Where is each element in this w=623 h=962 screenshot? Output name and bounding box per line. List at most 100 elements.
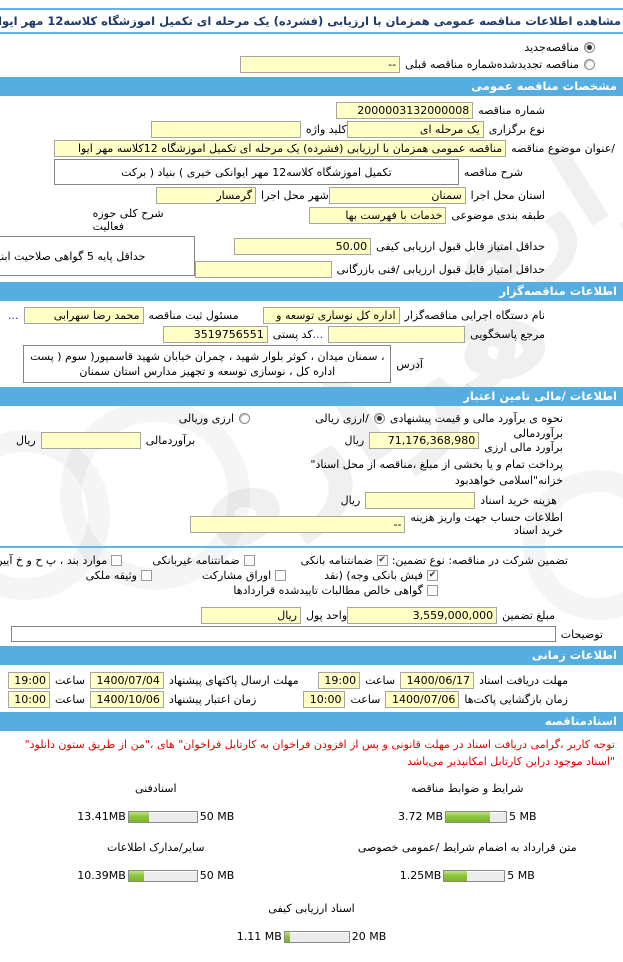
section-header-timing: اطلاعات زمانی (0, 646, 623, 665)
doc-size-text: 13.41MB (77, 810, 126, 823)
tender-subject-label: /عنوان موضوع مناقصه (511, 142, 615, 155)
registrar-more-link[interactable]: ... (8, 309, 19, 322)
address-label: آدرس (396, 357, 423, 371)
doc-progress-bar (283, 930, 350, 943)
financial-estimate2-value[interactable] (40, 432, 141, 450)
checkbox-approved-claims[interactable] (427, 585, 438, 596)
address-value: ، سمنان میدان ، کوثر بلوار شهید ، چمران … (23, 345, 392, 383)
agency-label: نام دستگاه اجرایی مناقصه‌گزار (404, 309, 545, 322)
currency-unit-label: واحد پول (305, 609, 348, 622)
envelope-opening-date[interactable]: 1400/07/06 (385, 691, 460, 708)
doc-progress-bar (443, 869, 506, 882)
city-value[interactable]: گرمسار (156, 187, 257, 204)
city-label: شهر محل اجرا (261, 189, 329, 202)
tender-number-value[interactable]: 2000003132000008 (336, 102, 474, 119)
bid-submission-deadline-time[interactable]: 19:00 (8, 672, 50, 689)
keyword-input[interactable] (150, 121, 301, 138)
financial-estimate2-label: برآوردمالی (145, 434, 196, 448)
rial-unit-text: ریال (340, 493, 361, 507)
doc-item-terms: شرایط و ضوابط مناقصه 3.72 MB 5 MB (398, 782, 537, 823)
doc-upload-row-3: اسناد ارزیابی کیفی 1.11 MB 20 MB (0, 902, 623, 943)
checkbox-nonbank-guarantee[interactable] (243, 555, 255, 566)
doc-progress-bar (127, 869, 198, 882)
envelope-opening-time[interactable]: 10:00 (303, 691, 346, 708)
section-header-specs: مشخصات مناقصه عمومی (0, 77, 623, 96)
radio-currency-estimate[interactable] (239, 413, 251, 424)
bid-validity-time-label: زمان اعتبار پیشنهاد (168, 693, 257, 706)
hour-label: ساعت (350, 693, 381, 706)
doc-upload-row-1: شرایط و ضوابط مناقصه 3.72 MB 5 MB اسنادف… (0, 782, 623, 823)
min-quality-score-label: حداقل امتیاز قابل قبول ارزیابی کیفی (376, 240, 545, 253)
contact-value[interactable] (328, 326, 466, 343)
checkbox-property-collateral-label: وثیقه ملکی (85, 569, 137, 582)
guarantee-amount-label: مبلغ تضمین (502, 609, 555, 622)
checkbox-property-collateral[interactable] (141, 570, 152, 581)
radio-new-tender[interactable] (584, 42, 595, 53)
divider (0, 546, 623, 548)
checkbox-regulation-cases[interactable] (111, 555, 123, 566)
hour-label: ساعت (365, 674, 396, 687)
previous-tender-number-input[interactable]: -- (240, 56, 401, 73)
previous-tender-number-label: شماره مناقصه قبلی (405, 58, 497, 71)
doc-progress-bar (445, 810, 507, 823)
province-value[interactable]: سمنان (328, 187, 466, 204)
registrar-label: مسئول ثبت مناقصه (148, 309, 239, 322)
doc-item-quality-evaluation-label: اسناد ارزیابی کیفی (268, 902, 355, 915)
notes-input[interactable] (10, 626, 556, 642)
doc-max-text: 50 MB (199, 810, 235, 823)
bid-submission-deadline-date[interactable]: 1400/07/04 (89, 672, 164, 689)
doc-max-text: 50 MB (199, 869, 235, 882)
doc-receipt-deadline-date[interactable]: 1400/06/17 (400, 672, 475, 689)
checkbox-bank-guarantee[interactable] (376, 555, 388, 566)
financial-estimate-value[interactable]: 71,176,368,980 (369, 432, 480, 450)
section-header-docs: اسنادمناقصه (0, 712, 623, 731)
registrar-value[interactable]: محمد رضا سهرابی (23, 307, 144, 324)
doc-size-text: 1.25MB (399, 869, 442, 882)
min-technical-score-value[interactable] (194, 261, 332, 278)
postal-code-value[interactable]: 3519756551 (162, 326, 268, 343)
min-quality-score-value[interactable]: 50.00 (234, 238, 372, 255)
deposit-account-value[interactable]: -- (190, 515, 406, 533)
checkbox-bank-guarantee-label: ضمانتنامه بانکی (300, 554, 373, 567)
agency-value[interactable]: اداره کل نوسازی توسعه و (262, 307, 400, 324)
radio-rial-estimate-label: /ارزی ریالی (315, 412, 369, 425)
financial-estimate-label: برآوردمالی برآورد مالی ارزی (484, 427, 563, 454)
min-technical-score-label: حداقل امتیاز قابل قبول ارزیابی /فنی بازر… (336, 263, 545, 276)
checkbox-bank-receipt-label: فیش بانکی وجه) (نقد (324, 569, 423, 582)
radio-renewed-tender[interactable] (584, 59, 595, 70)
contact-more-link[interactable]: ... (312, 328, 324, 341)
doc-item-other: سایر/مدارک اطلاعات 10.39MB 50 MB (77, 841, 234, 882)
doc-progress-bar (127, 810, 198, 823)
guarantee-amount-value[interactable]: 3,559,000,000 (347, 607, 498, 624)
keyword-label: کلید واژه (305, 123, 347, 136)
deposit-account-label: اطلاعات حساب جهت واریز هزینه خرید اسناد (410, 510, 563, 538)
tender-type-value[interactable]: یک مرحله ای (346, 121, 484, 138)
checkbox-bank-receipt[interactable] (427, 570, 438, 581)
section-header-employer: اطلاعات مناقصه‌گزار (0, 282, 623, 301)
doc-item-technical-label: اسنادفنی (134, 782, 177, 795)
bid-validity-date[interactable]: 1400/10/06 (89, 691, 164, 708)
doc-receipt-deadline-time[interactable]: 19:00 (318, 672, 361, 689)
doc-item-other-label: سایر/مدارک اطلاعات (107, 841, 205, 854)
currency-unit-value[interactable]: ریال (200, 607, 301, 624)
category-value[interactable]: خدمات با فهرست بها (309, 207, 447, 224)
doc-item-quality-evaluation: اسناد ارزیابی کیفی 1.11 MB 20 MB (237, 902, 387, 943)
doc-fee-label: هزینه خرید اسناد (480, 493, 557, 507)
specs-right-column: طبقه بندی موضوعی خدمات با فهرست بها حداق… (194, 207, 545, 278)
hour-label: ساعت (55, 693, 85, 706)
tender-type-label: نوع برگزاری (488, 123, 545, 136)
hour-label: ساعت (55, 674, 85, 687)
specs-left-column: شرح کلی حوزه فعالیت حداقل پایه 5 گواهی ص… (0, 207, 195, 276)
bid-validity-time[interactable]: 10:00 (8, 691, 50, 708)
checkbox-participation-bonds[interactable] (275, 570, 287, 581)
tender-subject-value[interactable]: مناقصه عمومی همزمان با ارزیابی (فشرده) ی… (54, 140, 507, 157)
treasury-note: پرداخت تمام و یا بخشی از مبلغ ،مناقصه از… (310, 457, 563, 488)
envelope-opening-time-label: زمان بازگشایی پاکت‌ها (464, 693, 568, 706)
rial-unit-text: ریال (344, 434, 365, 448)
activity-scope-value: حداقل پایه 5 گواهی صلاحیت ابنیه (0, 236, 195, 276)
radio-rial-estimate[interactable] (373, 413, 385, 424)
doc-fee-value[interactable] (365, 491, 476, 509)
radio-new-tender-label: مناقصه‌جدید (524, 41, 579, 54)
doc-item-technical: اسنادفنی 13.41MB 50 MB (77, 782, 234, 823)
